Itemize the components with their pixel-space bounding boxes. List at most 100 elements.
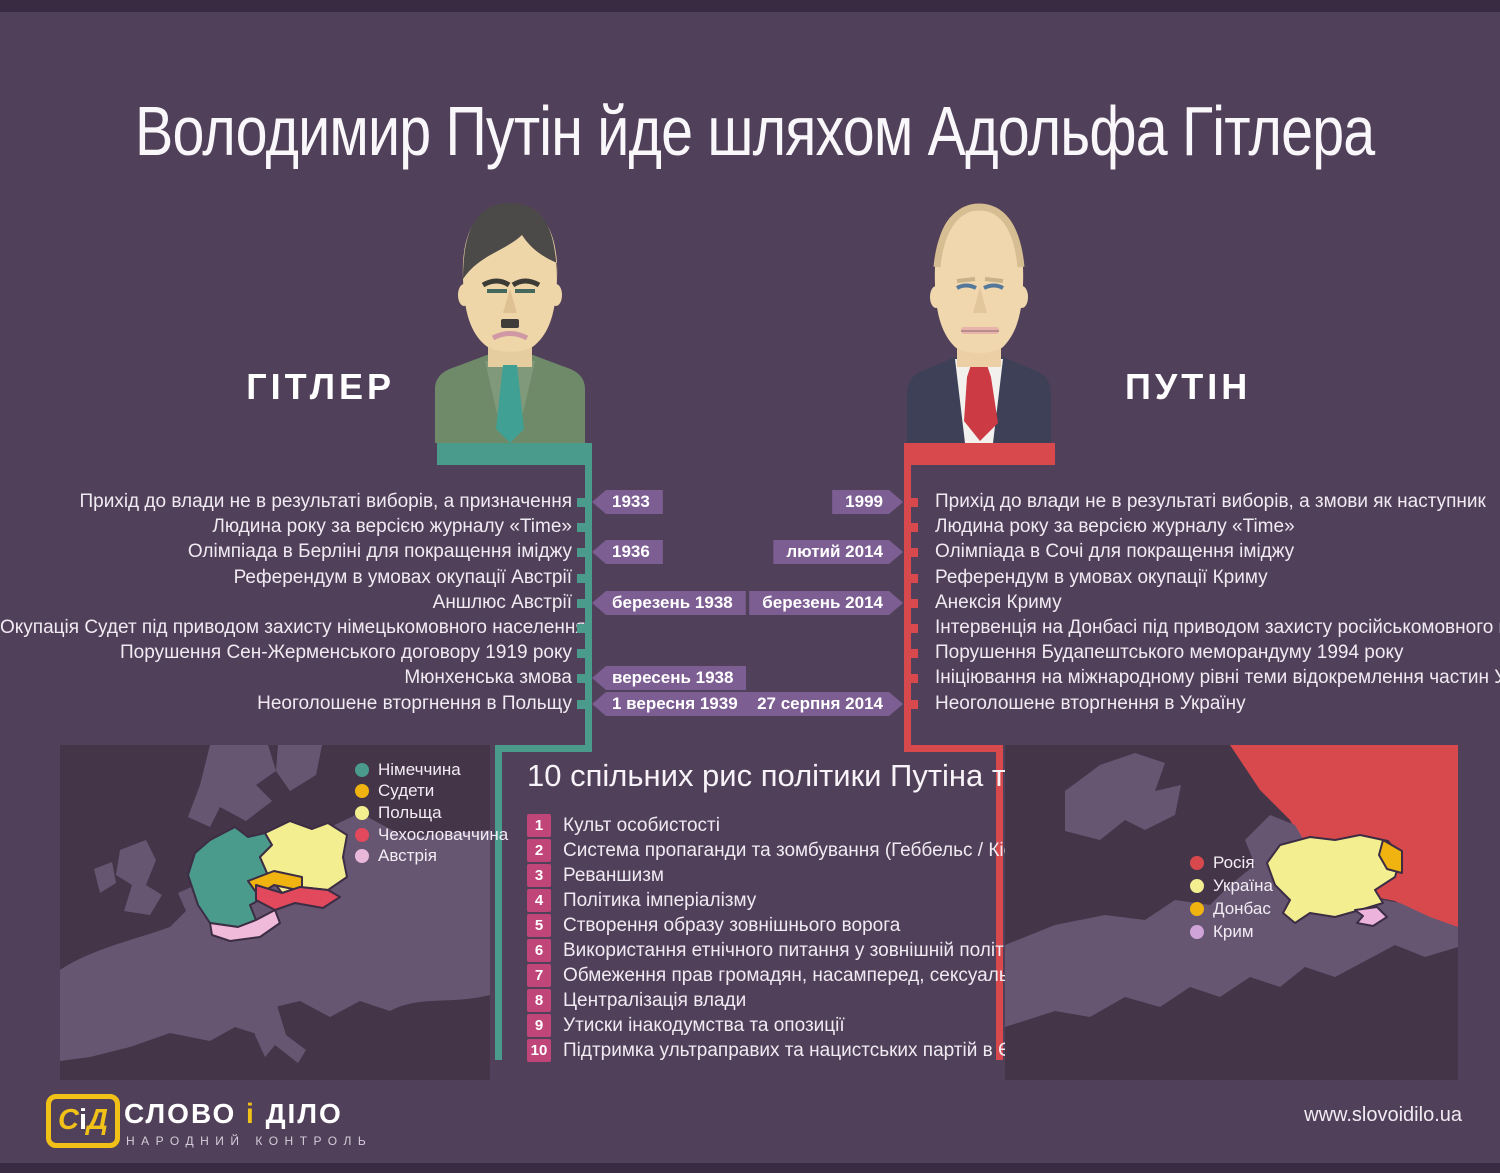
feature-item: 2 Система пропаганди та зомбування (Геббе… (527, 839, 1071, 862)
logo-letter-i: і (78, 1104, 88, 1136)
timeline-event: Порушення Будапештського меморандуму 199… (909, 642, 1500, 664)
legend-item: Польща (355, 802, 442, 824)
feature-item: 4 Політика імперіалізму (527, 889, 756, 912)
putin-name-label: ПУТІН (1125, 366, 1252, 407)
date-badge: лютий 2014 (773, 540, 903, 564)
date-badge: 1933 (592, 490, 663, 514)
legend-label: Донбас (1213, 899, 1271, 918)
putin-elbow (904, 745, 1003, 752)
slovoidilo-logo: СіД (46, 1094, 120, 1148)
timeline-event: Окупація Судет під приводом захисту німе… (0, 617, 586, 638)
date-badge: вересень 1938 (592, 666, 747, 690)
date-badge: 1936 (592, 540, 663, 564)
website-link[interactable]: www.slovoidilo.ua (1304, 1104, 1462, 1126)
feature-number: 10 (527, 1039, 551, 1062)
timeline-event: Прихід до влади не в результаті виборів,… (909, 491, 1500, 513)
hitler-name-label: ГІТЛЕР (246, 366, 395, 407)
timeline-event: Порушення Сен-Жерменського договору 1919… (0, 642, 586, 664)
date-badge: березень 1938 (592, 591, 746, 615)
feature-text: Культ особистості (563, 815, 720, 836)
feature-number: 4 (527, 889, 551, 912)
legend-dot-poland (355, 806, 369, 820)
feature-item: 8 Централізація влади (527, 989, 746, 1012)
legend-dot-czechoslovakia (355, 828, 369, 842)
hitler-timeline-line (585, 443, 592, 752)
legend-item: Чехословаччина (355, 824, 508, 846)
brand-word-slovo: СЛОВО (124, 1098, 237, 1129)
feature-text: Підтримка ультраправих та нацистських па… (563, 1040, 1058, 1061)
feature-number: 7 (527, 964, 551, 987)
legend-dot-ukraine (1190, 879, 1204, 893)
legend-item: Росія (1190, 852, 1255, 874)
hitler-timeline-bar (437, 443, 591, 465)
legend-item: Крим (1190, 921, 1254, 943)
feature-number: 9 (527, 1014, 551, 1037)
europe-1938-map (60, 745, 490, 1080)
timeline-event: Олімпіада в Берліні для покращення імідж… (0, 541, 586, 563)
legend-label: Україна (1213, 876, 1273, 895)
legend-label: Судети (378, 781, 435, 800)
legend-item: Австрія (355, 845, 437, 867)
legend-dot-sudetenland (355, 784, 369, 798)
brand-name: СЛОВО і ДІЛО (124, 1098, 343, 1130)
feature-number: 2 (527, 839, 551, 862)
feature-text: Реваншизм (563, 865, 664, 886)
top-border-strip (0, 0, 1500, 12)
feature-text: Використання етнічного питання у зовнішн… (563, 940, 1030, 961)
date-badge: 1 вересня 1939 (592, 692, 751, 716)
feature-item: 3 Реваншизм (527, 864, 664, 887)
legend-dot-russia (1190, 856, 1204, 870)
timeline-event: Людина року за версією журналу «Time» (0, 516, 586, 538)
feature-number: 5 (527, 914, 551, 937)
legend-label: Крим (1213, 922, 1254, 941)
brand-word-dilo: ДІЛО (265, 1098, 343, 1129)
legend-label: Чехословаччина (378, 825, 509, 844)
putin-portrait (907, 203, 1051, 443)
legend-dot-austria (355, 849, 369, 863)
logo-letter-s: С (58, 1104, 79, 1136)
legend-item: Україна (1190, 875, 1273, 897)
timeline-event: Інтервенція на Донбасі під приводом захи… (909, 617, 1500, 639)
timeline-event: Референдум в умовах окупації Криму (909, 567, 1500, 589)
feature-item: 10 Підтримка ультраправих та нацистських … (527, 1039, 1057, 1062)
legend-label: Німеччина (378, 760, 461, 779)
feature-item: 9 Утиски інакодумства та опозиції (527, 1014, 845, 1037)
timeline-event: Анексія Криму (909, 592, 1500, 614)
legend-label: Росія (1213, 853, 1255, 872)
date-badge: березень 2014 (749, 591, 903, 615)
feature-item: 1 Культ особистості (527, 814, 720, 837)
feature-number: 8 (527, 989, 551, 1012)
putin-timeline-line (904, 443, 911, 752)
timeline-event: Людина року за версією журналу «Time» (909, 516, 1500, 538)
feature-number: 3 (527, 864, 551, 887)
feature-text: Система пропаганди та зомбування (Геббел… (563, 840, 1072, 861)
feature-item: 5 Створення образу зовнішнього ворога (527, 914, 900, 937)
feature-text: Політика імперіалізму (563, 890, 757, 911)
feature-text: Обмеження прав громадян, насамперед, сек… (563, 965, 1116, 986)
brand-tagline: НАРОДНИЙ КОНТРОЛЬ (126, 1134, 373, 1148)
legend-label: Австрія (378, 846, 437, 865)
hitler-elbow (495, 745, 592, 752)
ukraine-2014-map (1005, 745, 1458, 1080)
timeline-event: Аншлюс Австрії (0, 592, 586, 614)
common-box-right-border (996, 745, 1003, 1060)
timeline-event: Прихід до влади не в результаті виборів,… (0, 491, 586, 513)
common-box-left-border (495, 745, 502, 1060)
date-badge: 1999 (832, 490, 903, 514)
feature-text: Створення образу зовнішнього ворога (563, 915, 901, 936)
feature-text: Централізація влади (563, 990, 747, 1011)
timeline-event: Ініціювання на міжнародному рівні теми в… (909, 667, 1500, 688)
legend-label: Польща (378, 803, 442, 822)
legend-item: Німеччина (355, 759, 461, 781)
putin-timeline-bar (905, 443, 1055, 465)
feature-number: 6 (527, 939, 551, 962)
date-badge: 27 серпня 2014 (744, 692, 903, 716)
timeline-event: Олімпіада в Сочі для покращення іміджу (909, 541, 1500, 563)
legend-dot-germany (355, 763, 369, 777)
feature-text: Утиски інакодумства та опозиції (563, 1015, 845, 1036)
timeline-event: Неоголошене вторгнення в Україну (909, 693, 1500, 715)
logo-letter-d: Д (87, 1104, 108, 1136)
feature-item: 7 Обмеження прав громадян, насамперед, се… (527, 964, 1115, 987)
legend-dot-crimea (1190, 925, 1204, 939)
brand-word-i: і (246, 1098, 256, 1129)
